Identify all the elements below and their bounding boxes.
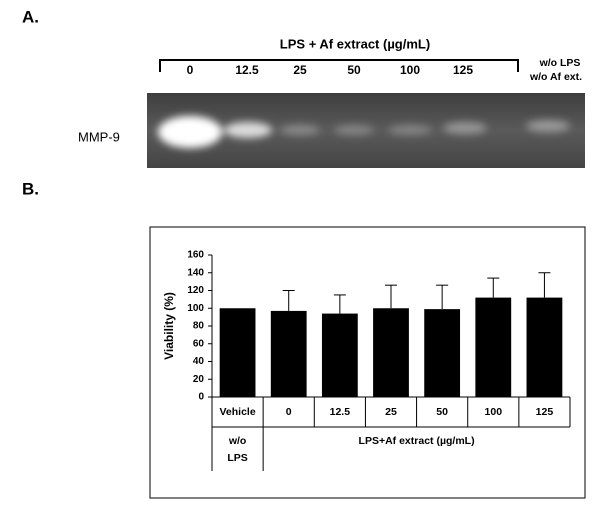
lane-labels: 0 12.5 25 50 100 125 (187, 63, 474, 77)
x-tick-label: 12.5 (330, 406, 351, 418)
x-tick-label: Vehicle (219, 406, 255, 418)
gel-title: LPS + Af extract (µg/mL) (280, 36, 430, 51)
panel-label: B. (22, 179, 39, 198)
gel-bands (158, 116, 570, 148)
control-label: w/o Af ext. (529, 71, 582, 83)
bar (526, 297, 563, 397)
error-bar (282, 290, 295, 311)
lane-label: 50 (347, 63, 361, 77)
lane-label: 100 (400, 63, 420, 77)
bar (373, 308, 409, 397)
lane-label: 125 (453, 63, 473, 77)
error-bar (487, 277, 500, 298)
x-tick-label: 125 (536, 406, 554, 418)
band-label: MMP-9 (78, 129, 120, 144)
y-axis-label: Viability (%) (162, 292, 176, 360)
y-tick-label: 0 (198, 392, 204, 403)
error-bar (385, 284, 397, 309)
x-tick-label: 25 (385, 406, 397, 418)
control-label: w/o LPS (539, 57, 581, 69)
bar (321, 313, 358, 397)
lane-label: 12.5 (235, 63, 259, 77)
y-tick-label: 120 (187, 285, 204, 296)
y-tick-label: 160 (187, 250, 204, 261)
y-tick-label: 60 (193, 338, 205, 349)
chart-frame (149, 226, 586, 499)
x-tick-label: 100 (485, 406, 503, 418)
y-tick-label: 20 (193, 374, 205, 385)
bar (475, 297, 512, 397)
bracket (159, 59, 519, 72)
y-tick-label: 80 (193, 321, 205, 332)
x-tick-label: 0 (286, 406, 292, 418)
chart: 0 20 40 60 80 100 120 140 160 Viability (%) Vehicl… (162, 250, 571, 471)
error-bar (538, 272, 551, 298)
group-label: LPS+Af extract (µg/mL) (359, 435, 475, 447)
y-tick-label: 140 (187, 267, 204, 278)
bar (270, 310, 307, 397)
error-bar (333, 294, 346, 314)
lane-label: 0 (187, 63, 194, 77)
lane-label: 25 (293, 63, 307, 77)
bar (219, 308, 256, 397)
panel-label: A. (22, 7, 39, 26)
error-bar (436, 284, 449, 310)
bar (424, 309, 461, 397)
y-tick-label: 40 (193, 356, 205, 367)
y-tick-label: 100 (187, 303, 204, 314)
vehicle-note: LPS (227, 452, 247, 464)
x-tick-label: 50 (436, 406, 448, 418)
vehicle-note: w/o (228, 435, 247, 447)
